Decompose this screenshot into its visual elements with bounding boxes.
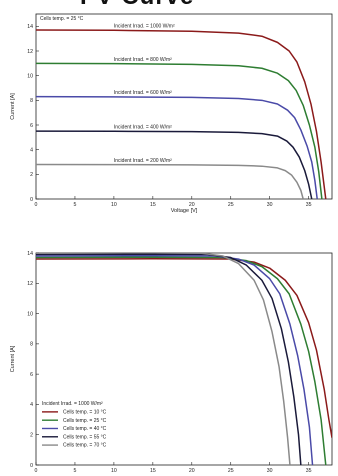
chart2-ytick-label: 12 [27, 281, 33, 287]
chart1-series-label-1: Incident Irrad. = 1000 W/m² [114, 24, 175, 30]
chart1-series-label-2: Incident Irrad. = 800 W/m² [114, 57, 172, 63]
chart1-series-line-3 [36, 95, 318, 199]
chart1-x-axis-label: Voltage [V] [171, 208, 198, 214]
chart2-xtick-label: 5 [74, 468, 77, 474]
chart1-y-axis-label: Current [A] [10, 93, 16, 120]
chart2-xtick-label: 35 [306, 468, 312, 474]
chart1-series-line-2 [36, 62, 323, 199]
chart2-y-axis-label: Current [A] [10, 345, 16, 372]
chart1-xtick-label: 10 [111, 202, 117, 208]
page-title: I-V Curve [80, 0, 194, 11]
chart1-ytick-label: 2 [30, 172, 33, 178]
chart1-xtick-label: 15 [150, 202, 156, 208]
chart2-legend-entry-2: Cells temp. = 25 °C [63, 418, 107, 424]
chart2-ytick-label: 14 [27, 251, 33, 257]
chart1-ytick-label: 10 [27, 73, 33, 79]
chart2-ytick-label: 2 [30, 433, 33, 439]
chart2-series-line-4 [36, 253, 302, 465]
chart2-legend-entry-3: Cells temp. = 40 °C [63, 426, 107, 432]
chart1-ytick-label: 6 [30, 123, 33, 129]
chart1-xtick-label: 35 [306, 202, 312, 208]
chart2-ytick-label: 4 [30, 402, 33, 408]
chart2-xtick-label: 20 [189, 468, 195, 474]
chart2-series-line-2 [36, 256, 327, 465]
chart2-series-line-1 [36, 258, 332, 438]
chart2-xtick-label: 10 [111, 468, 117, 474]
chart1-xtick-label: 25 [228, 202, 234, 208]
chart1-ytick-label: 8 [30, 98, 33, 104]
chart2-legend-entry-1: Cells temp. = 10 °C [63, 409, 107, 415]
chart2-xtick-label: 15 [150, 468, 156, 474]
chart1-plot-frame [35, 13, 333, 200]
chart1-ytick-label: 4 [30, 147, 33, 153]
chart1-series-label-5: Incident Irrad. = 200 W/m² [114, 158, 172, 164]
chart1-xtick-label: 5 [74, 202, 77, 208]
chart1-ytick-label: 14 [27, 24, 33, 30]
chart1-cells-temp-note: Cells temp. = 25 °C [40, 16, 84, 22]
chart2-xtick-label: 0 [35, 468, 38, 474]
chart2-ytick-label: 0 [30, 463, 33, 469]
chart1-series-line-5 [36, 163, 304, 199]
chart2-xtick-label: 30 [267, 468, 273, 474]
chart2-series-line-3 [36, 254, 314, 465]
chart2-xtick-label: 25 [228, 468, 234, 474]
chart1-series-label-3: Incident Irrad. = 600 W/m² [114, 90, 172, 96]
chart1-ytick-label: 12 [27, 49, 33, 55]
chart2-series-line-5 [36, 253, 291, 465]
chart2-ytick-label: 10 [27, 311, 33, 317]
chart1-series-line-1 [36, 29, 327, 199]
chart1-xtick-label: 20 [189, 202, 195, 208]
chart2-legend-entry-4: Cells temp. = 55 °C [63, 434, 107, 440]
chart1-ytick-label: 0 [30, 197, 33, 203]
chart1-series-line-4 [36, 130, 313, 199]
chart2-ytick-label: 8 [30, 342, 33, 348]
chart2-ytick-label: 6 [30, 372, 33, 378]
chart1-xtick-label: 0 [35, 202, 38, 208]
chart1-series-label-4: Incident Irrad. = 400 W/m² [114, 125, 172, 131]
chart1-xtick-label: 30 [267, 202, 273, 208]
chart2-legend-title: Incident Irrad. = 1000 W/m² [42, 401, 103, 407]
chart2-legend-entry-5: Cells temp. = 70 °C [63, 443, 107, 449]
